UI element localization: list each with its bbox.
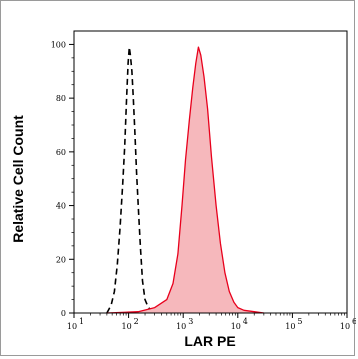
x-tick-label-exponent: 2	[134, 317, 139, 326]
y-tick-label: 80	[56, 94, 66, 103]
plot-border	[73, 30, 348, 314]
series-1-area	[106, 47, 264, 313]
plot-area	[106, 46, 264, 314]
x-tick-label: 10	[122, 322, 132, 331]
x-tick-label-exponent: 6	[352, 317, 356, 326]
x-tick-label: 10	[67, 322, 77, 331]
x-tick-label-exponent: 1	[79, 317, 84, 326]
x-tick-label: 10	[231, 322, 241, 331]
x-tick-label-exponent: 4	[243, 317, 248, 326]
x-tick-label: 10	[340, 322, 350, 331]
y-tick-label: 40	[56, 202, 66, 211]
x-tick-label: 10	[285, 322, 295, 331]
series-0-dashed-line	[106, 46, 154, 314]
x-tick-label-exponent: 5	[297, 317, 302, 326]
x-tick-label: 10	[176, 322, 186, 331]
series-1-outline	[106, 46, 264, 314]
y-axis-title: Relative Cell Count	[10, 115, 26, 243]
y-tick-label: 0	[61, 309, 66, 318]
y-tick-label: 60	[56, 148, 66, 157]
y-tick-label: 20	[56, 255, 66, 264]
y-tick-label: 100	[51, 40, 66, 49]
x-axis-title: LAR PE	[184, 333, 235, 349]
x-tick-label-exponent: 3	[188, 317, 193, 326]
